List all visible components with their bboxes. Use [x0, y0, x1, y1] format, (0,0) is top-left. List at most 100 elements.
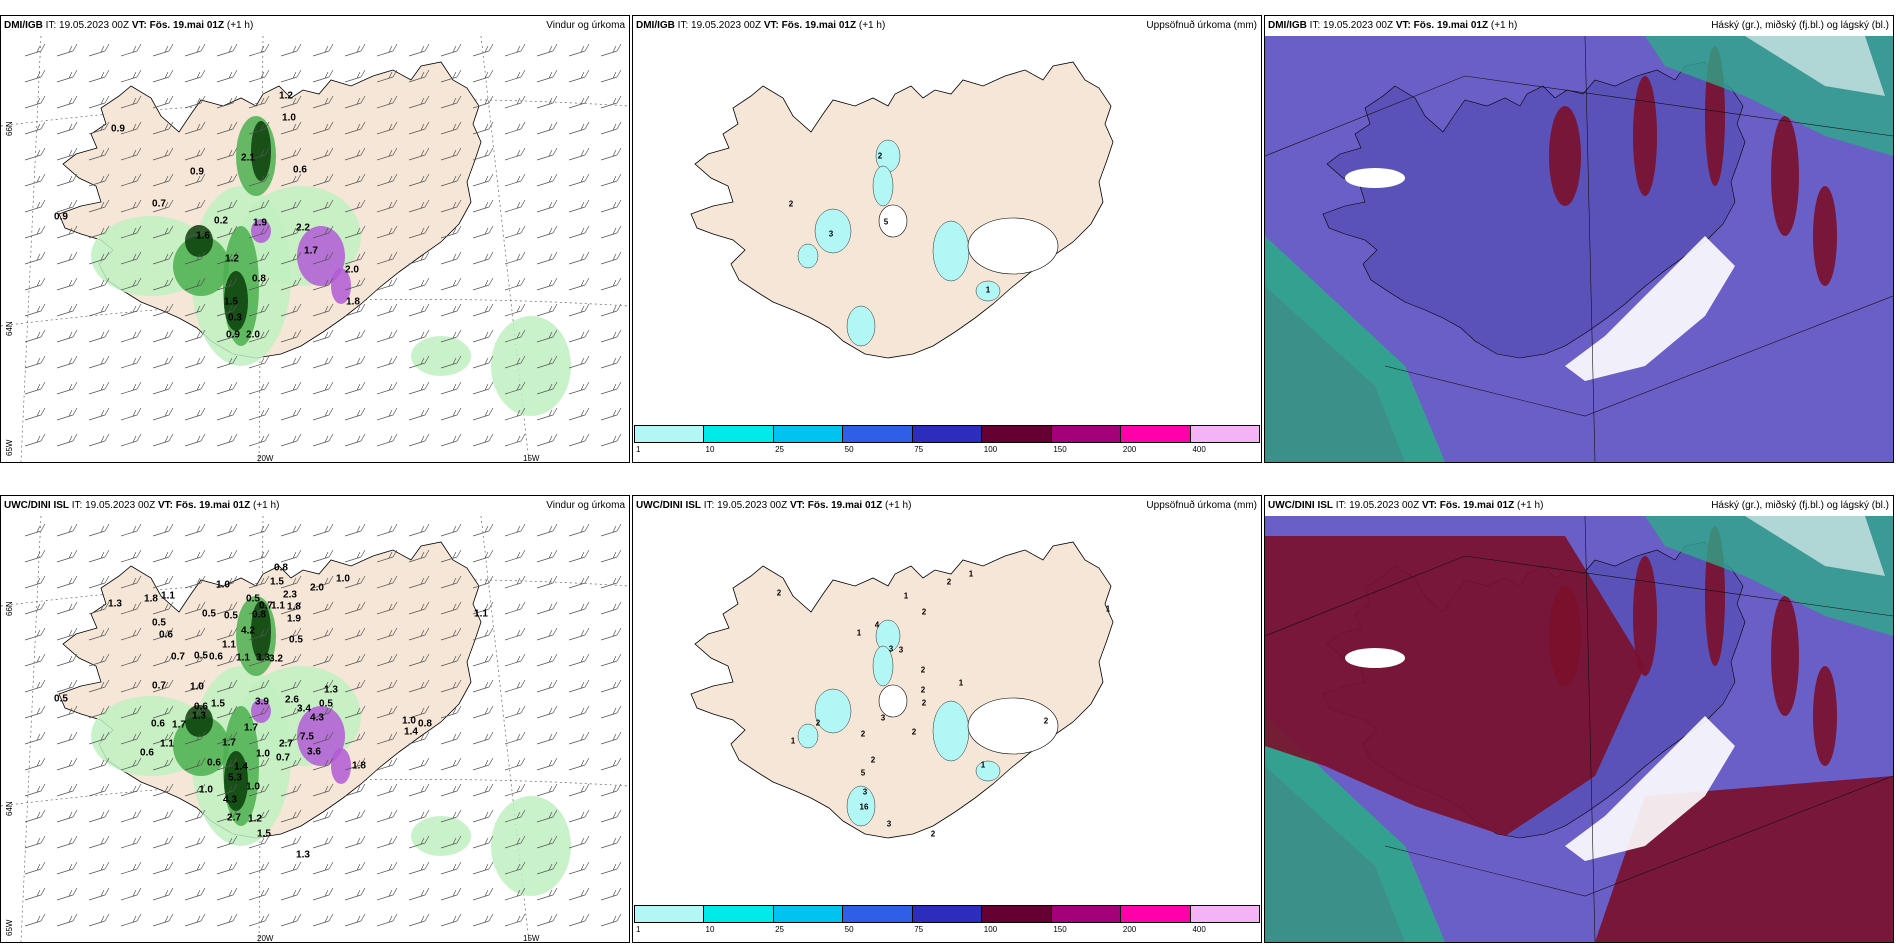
- accum-value-label: 2: [921, 607, 927, 617]
- colorbar-swatch: [912, 425, 983, 443]
- precip-value-label: 0.2: [214, 215, 228, 227]
- accum-value-label: 4: [874, 620, 880, 630]
- precip-value-label: 4.3: [223, 794, 237, 806]
- accum-value-label: 2: [911, 727, 917, 737]
- precip-value-label: 1.1: [222, 639, 236, 651]
- lead-time: (+1 h): [1514, 500, 1544, 511]
- precip-value-label: 0.5: [224, 610, 238, 622]
- accum-value-label: 2: [920, 665, 926, 675]
- coordinate-label: 20W: [257, 454, 274, 463]
- accum-value-label: 2: [776, 588, 782, 598]
- colorbar-tick-label: 400: [1192, 925, 1206, 934]
- precip-value-label: 1.5: [224, 296, 238, 308]
- accum-value-label: 2: [860, 729, 866, 739]
- precip-value-label: 0.6: [159, 629, 173, 641]
- colorbar-swatch: [773, 905, 844, 923]
- precip-value-label: 0.8: [252, 273, 266, 285]
- colorbar-swatch: [1190, 905, 1260, 923]
- precip-value-label: 7.5: [300, 731, 314, 743]
- coordinate-label: 66N: [5, 121, 14, 136]
- precip-value-label: 1.0: [199, 784, 213, 796]
- precip-value-label: 0.6: [293, 164, 307, 176]
- colorbar-swatch: [1051, 425, 1122, 443]
- precip-value-label: 3.2: [269, 653, 283, 665]
- precip-value-label: 1.0: [216, 579, 230, 591]
- precip-value-label: 1.5: [257, 828, 271, 840]
- precip-value-label: 2.0: [310, 582, 324, 594]
- coordinate-label: 66N: [5, 601, 14, 616]
- accum-value-label: 3: [880, 713, 886, 723]
- accum-value-label: 5: [883, 217, 889, 227]
- model-name: UWC/DINI ISL: [636, 500, 701, 511]
- colorbar-tick-label: 100: [983, 925, 998, 934]
- colorbar-tick-label: 10: [705, 445, 715, 454]
- precip-value-label: 1.1: [160, 738, 174, 750]
- precip-value-label: 0.5: [194, 650, 208, 662]
- valid-time: VT: Fös. 19.mai 01Z: [157, 500, 251, 511]
- coordinate-label: 65W: [5, 919, 14, 936]
- panel-uwc-accum: UWC/DINI ISL IT: 19.05.2023 00Z VT: Fös.…: [632, 495, 1262, 943]
- precip-value-label: 0.7: [152, 680, 166, 692]
- accum-value-label: 1: [980, 760, 986, 770]
- panel-title: Uppsöfnuð úrkoma (mm): [1146, 20, 1257, 31]
- lead-time: (+1 h): [882, 500, 912, 511]
- precip-value-label: 0.5: [202, 608, 216, 620]
- precip-value-label: 3.6: [307, 746, 321, 758]
- init-time: IT: 19.05.2023 00Z: [1306, 20, 1396, 31]
- map-cloud-cover: [1265, 516, 1893, 942]
- precip-value-label: 1.1: [474, 608, 488, 620]
- precip-value-label: 2.7: [279, 738, 293, 750]
- accum-value-label: 1: [1105, 604, 1111, 614]
- precip-value-label: 1.8: [144, 593, 158, 605]
- precip-value-label: 1.2: [248, 813, 262, 825]
- coordinate-label: 64N: [5, 801, 14, 816]
- accum-value-label: 1: [958, 678, 964, 688]
- precip-value-label: 0.7: [276, 752, 290, 764]
- panel-title: Háský (gr.), miðský (fj.bl.) og lágský (…: [1711, 500, 1889, 511]
- accum-value-label: 2: [870, 755, 876, 765]
- precip-value-label: 2.1: [241, 152, 255, 164]
- colorbar-swatch: [704, 905, 774, 923]
- precip-value-label: 0.5: [319, 698, 333, 710]
- precip-value-label: 0.5: [54, 693, 68, 705]
- precip-value-label: 1.7: [304, 245, 318, 257]
- colorbar-tick-label: 150: [1053, 445, 1067, 454]
- panel-header: UWC/DINI ISL IT: 19.05.2023 00Z VT: Fös.…: [633, 496, 1261, 516]
- precip-value-label: 1.9: [287, 613, 301, 625]
- precip-value-label: 1.8: [287, 601, 301, 613]
- colorbar-tick-label: 50: [844, 445, 854, 454]
- precip-value-label: 0.6: [207, 757, 221, 769]
- precip-value-label: 1.4: [404, 726, 418, 738]
- precip-value-label: 0.6: [140, 747, 154, 759]
- precip-value-label: 1.1: [236, 652, 250, 664]
- precip-value-label: 1.3: [108, 598, 122, 610]
- colorbar-swatch: [982, 905, 1052, 923]
- panel-header: DMI/IGB IT: 19.05.2023 00Z VT: Fös. 19.m…: [1265, 16, 1893, 36]
- map-accum-precip: 1 2 2 1 2 1 4 1 3 3 2 1 2 2 3 2 2 2 2 1 2 5 1 3 16 3 2: [633, 516, 1261, 942]
- precip-value-label: 1.8: [352, 760, 366, 772]
- precip-value-label: 0.9: [111, 123, 125, 135]
- accum-value-label: 3: [862, 787, 868, 797]
- colorbar: 1 10 25 50 75 100 150 200 400: [634, 425, 1260, 461]
- colorbar-swatch: [704, 425, 774, 443]
- model-name: DMI/IGB: [636, 20, 675, 31]
- init-time: IT: 19.05.2023 00Z: [42, 20, 132, 31]
- precip-value-label: 1.1: [271, 600, 285, 612]
- precip-value-label: 4.2: [241, 625, 255, 637]
- accum-value-label: 16: [859, 802, 869, 812]
- valid-time: VT: Fös. 19.mai 01Z: [763, 20, 857, 31]
- precip-value-label: 3.4: [297, 703, 311, 715]
- coordinate-label: 15W: [523, 454, 540, 463]
- accum-value-label: 2: [930, 829, 936, 839]
- model-name: UWC/DINI ISL: [1268, 500, 1333, 511]
- map-wind-precip: 66N 64N 65W 20W 15W 1.2 1.0 0.9 2.1 0.9 0.6 0.7 0.9 0…: [1, 36, 629, 462]
- coordinate-label: 64N: [5, 321, 14, 336]
- precip-value-label: 2.6: [285, 694, 299, 706]
- precip-value-label: 2.2: [296, 222, 310, 234]
- colorbar-tick-label: 200: [1122, 445, 1137, 454]
- accum-value-label: 1: [968, 569, 974, 579]
- precip-value-label: 0.8: [252, 609, 266, 621]
- colorbar-tick-label: 400: [1192, 445, 1206, 454]
- precip-value-label: 3.9: [255, 696, 269, 708]
- colorbar-tick-label: 75: [914, 445, 924, 454]
